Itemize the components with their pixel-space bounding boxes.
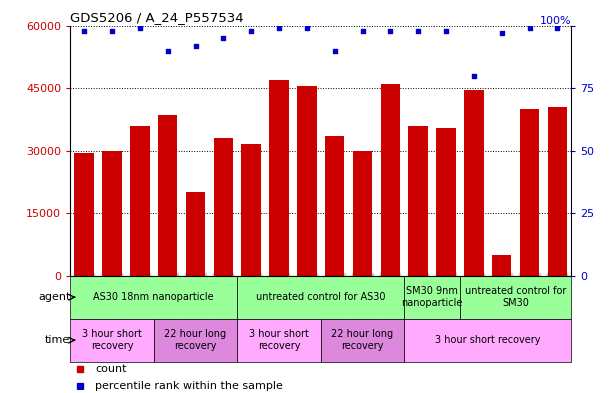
Bar [186, 192, 205, 276]
Text: untreated control for
SM30: untreated control for SM30 [465, 286, 566, 308]
Point [135, 25, 145, 31]
Text: GDS5206 / A_24_P557534: GDS5206 / A_24_P557534 [70, 11, 244, 24]
Bar [154, 319, 237, 362]
Text: 100%: 100% [540, 16, 571, 26]
Point [107, 28, 117, 34]
Bar [409, 126, 428, 276]
Text: SM30 9nm
nanoparticle: SM30 9nm nanoparticle [401, 286, 463, 308]
Text: 22 hour long
recovery: 22 hour long recovery [331, 329, 393, 351]
Text: 3 hour short recovery: 3 hour short recovery [435, 335, 541, 345]
Point [552, 25, 562, 31]
Point [441, 28, 451, 34]
Point [497, 30, 507, 36]
Bar [436, 128, 456, 276]
Bar [102, 151, 122, 276]
Point [469, 72, 479, 79]
Text: time: time [45, 335, 70, 345]
Point [302, 25, 312, 31]
Point [386, 28, 395, 34]
Point [219, 35, 229, 41]
Bar [460, 276, 571, 319]
Bar [75, 153, 94, 276]
Bar [520, 109, 540, 276]
Text: percentile rank within the sample: percentile rank within the sample [95, 381, 283, 391]
Text: 3 hour short
recovery: 3 hour short recovery [82, 329, 142, 351]
Text: untreated control for AS30: untreated control for AS30 [256, 292, 386, 302]
Bar [325, 136, 345, 276]
Point [246, 28, 256, 34]
Point [357, 28, 367, 34]
Point [274, 25, 284, 31]
Point [525, 25, 535, 31]
Point [79, 28, 89, 34]
Text: 3 hour short
recovery: 3 hour short recovery [249, 329, 309, 351]
Bar [130, 126, 150, 276]
Bar [158, 115, 177, 276]
Bar [404, 319, 571, 362]
Text: agent: agent [38, 292, 70, 302]
Bar [353, 151, 372, 276]
Bar [404, 276, 460, 319]
Bar [237, 276, 404, 319]
Bar [70, 319, 154, 362]
Bar [297, 86, 316, 276]
Bar [492, 255, 511, 276]
Point [330, 48, 340, 54]
Text: 22 hour long
recovery: 22 hour long recovery [164, 329, 227, 351]
Bar [464, 90, 484, 276]
Point [163, 48, 172, 54]
Bar [241, 144, 261, 276]
Bar [70, 276, 237, 319]
Bar [214, 138, 233, 276]
Bar [547, 107, 567, 276]
Bar [269, 80, 289, 276]
Text: count: count [95, 364, 127, 374]
Bar [381, 84, 400, 276]
Point [191, 42, 200, 49]
Point [413, 28, 423, 34]
Text: AS30 18nm nanoparticle: AS30 18nm nanoparticle [93, 292, 214, 302]
Bar [237, 319, 321, 362]
Bar [321, 319, 404, 362]
